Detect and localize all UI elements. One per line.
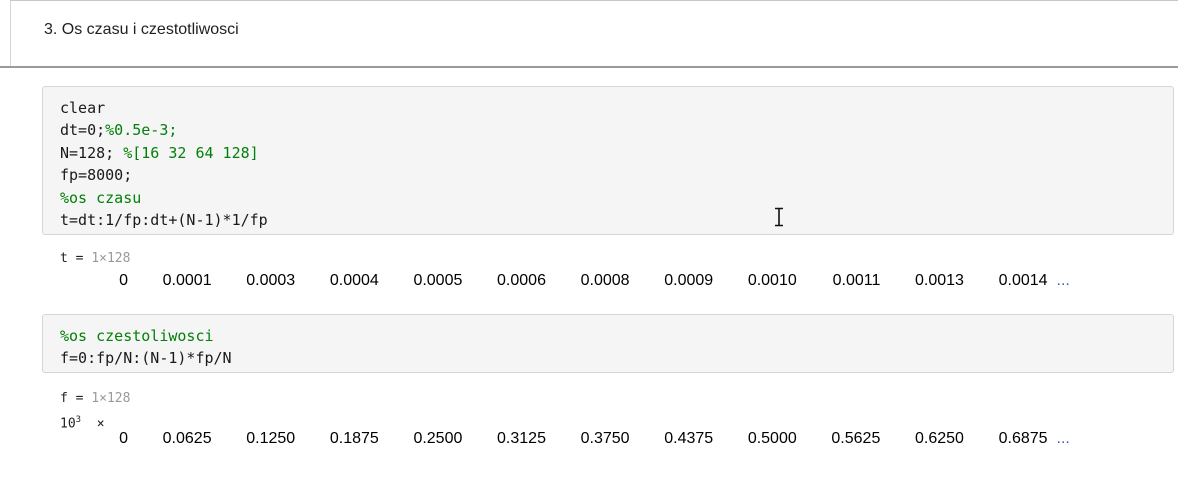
output-t: t = 1×128 (60, 250, 130, 268)
cell-divider (0, 66, 1178, 68)
value: 0 (119, 272, 128, 289)
value: 0 (119, 430, 128, 447)
code-line: f=0:fp/N:(N-1)*fp/N (60, 349, 232, 368)
text-cursor-icon (775, 207, 783, 227)
value: 0.5000 (747, 430, 797, 447)
value: 0.0004 (329, 272, 379, 289)
var-name: f (60, 391, 68, 406)
code-line: N=128; %[16 32 64 128] (60, 143, 259, 162)
code-line: fp=8000; (60, 166, 133, 185)
expand-ellipsis[interactable]: ... (1056, 272, 1070, 289)
value: 0.6250 (915, 430, 964, 447)
code-line: clear (60, 99, 106, 117)
value: 0.3750 (580, 430, 630, 447)
section-heading: 3. Os czasu i czestotliwosci (44, 21, 239, 38)
value: 0.1875 (329, 430, 379, 447)
output-header: f = 1×128 (60, 391, 131, 406)
value: 0.0013 (915, 272, 964, 289)
output-f-values: 0 0.0625 0.1250 0.1875 0.2500 0.3125 0.3750 0.4… (104, 430, 1070, 448)
value: 0.0010 (747, 272, 797, 289)
value: 0.0014 (998, 272, 1048, 289)
code-line: %os czasu (60, 188, 142, 207)
value: 0.4375 (664, 430, 714, 447)
value: 0.2500 (413, 430, 463, 447)
code-line: t=dt:1/fp:dt+(N-1)*1/fp (60, 210, 268, 229)
value: 0.0625 (162, 430, 212, 447)
text-cell[interactable]: 3. Os czasu i czestotliwosci (10, 0, 1178, 66)
code-line: dt=0;%0.5e-3; (60, 121, 178, 140)
value: 0.0001 (162, 272, 212, 289)
var-size: 1×128 (91, 391, 131, 406)
code-line: %os czestoliwosci (60, 327, 214, 345)
output-t-values: 0 0.0001 0.0003 0.0004 0.0005 0.0006 0.0008 0.0… (104, 272, 1070, 290)
value: 0.0011 (832, 272, 881, 289)
output-f: f = 1×128 103 × (60, 390, 131, 432)
value: 0.1250 (246, 430, 296, 447)
value: 0.0008 (580, 272, 630, 289)
var-name: t (60, 251, 68, 266)
value: 0.0009 (664, 272, 714, 289)
value: 0.0003 (246, 272, 296, 289)
value: 0.5625 (831, 430, 881, 447)
expand-ellipsis[interactable]: ... (1056, 430, 1070, 447)
value: 0.0005 (413, 272, 463, 289)
code-cell-1[interactable]: clear dt=0;%0.5e-3; N=128; %[16 32 64 12… (42, 86, 1174, 235)
var-size: 1×128 (91, 251, 131, 266)
output-header: t = 1×128 (60, 251, 131, 266)
scale-factor: 103 × (60, 415, 105, 432)
value: 0.0006 (497, 272, 546, 289)
code-cell-2[interactable]: %os czestoliwosci f=0:fp/N:(N-1)*fp/N (42, 314, 1174, 373)
value: 0.3125 (497, 430, 546, 447)
value: 0.6875 (998, 430, 1048, 447)
